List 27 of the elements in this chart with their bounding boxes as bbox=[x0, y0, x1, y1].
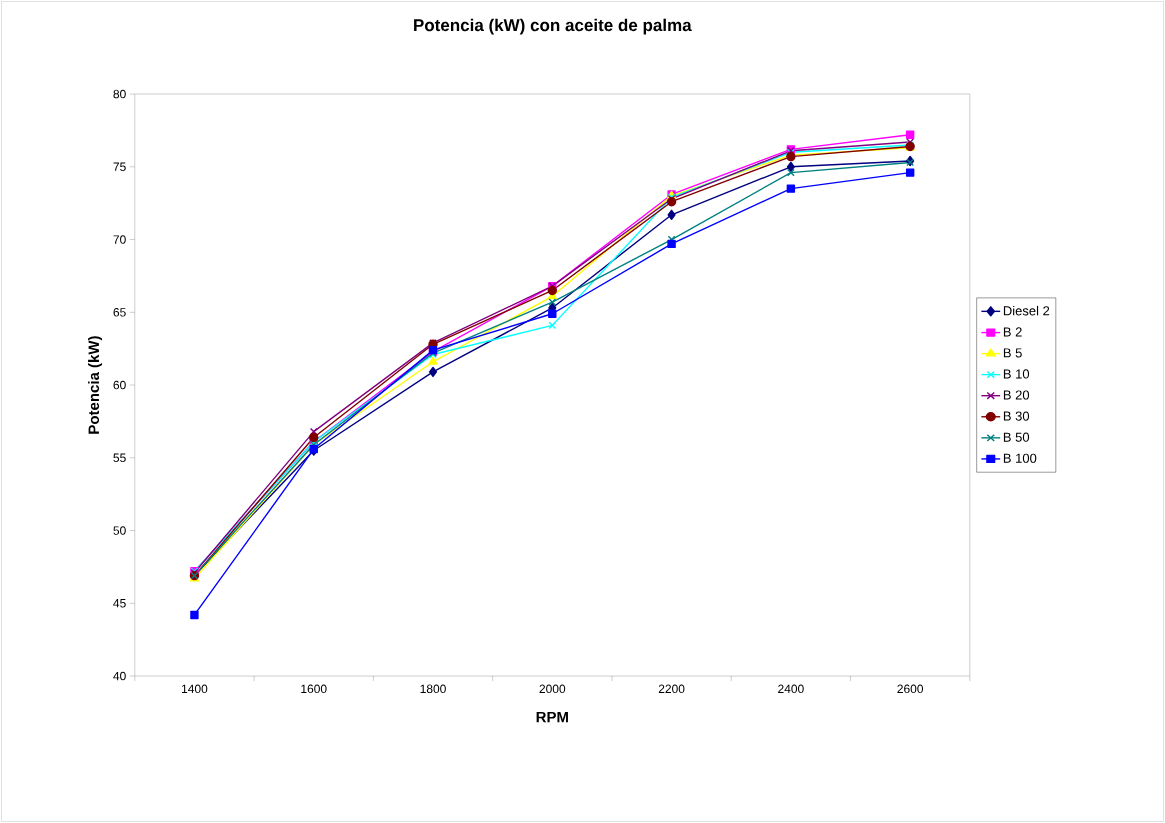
legend-label: Diesel 2 bbox=[1003, 305, 1050, 316]
chart-title: Potencia (kW) con aceite de palma bbox=[414, 18, 692, 35]
y-tick-label: 80 bbox=[113, 89, 126, 99]
y-tick-label: 75 bbox=[113, 162, 126, 171]
legend-label: B 50 bbox=[1003, 432, 1030, 442]
y-tick-label: 70 bbox=[113, 235, 126, 244]
y-tick-label: 60 bbox=[113, 380, 126, 390]
x-tick-label: 2400 bbox=[778, 684, 804, 694]
legend-label: B 20 bbox=[1003, 390, 1030, 400]
y-tick-label: 65 bbox=[113, 308, 126, 317]
y-axis-title: Potencia (kW) bbox=[88, 336, 103, 434]
legend-label: B 10 bbox=[1003, 369, 1030, 379]
y-tick-label: 40 bbox=[113, 671, 126, 681]
y-tick-label: 55 bbox=[113, 453, 126, 462]
y-tick-label: 50 bbox=[113, 526, 126, 535]
x-tick-label: 2200 bbox=[658, 684, 685, 694]
x-tick-label: 1400 bbox=[182, 684, 208, 694]
x-tick-label: 2000 bbox=[539, 684, 566, 694]
legend-label: B 100 bbox=[1003, 453, 1037, 463]
x-tick-label: 1600 bbox=[301, 684, 327, 694]
legend-label: B 5 bbox=[1003, 348, 1022, 358]
legend-label: B 2 bbox=[1003, 327, 1022, 337]
x-tick-label: 2600 bbox=[897, 684, 924, 694]
x-tick-label: 1800 bbox=[420, 684, 446, 694]
x-axis-title: RPM bbox=[536, 711, 568, 723]
legend-label: B 30 bbox=[1003, 411, 1030, 421]
y-tick-label: 45 bbox=[113, 599, 126, 608]
